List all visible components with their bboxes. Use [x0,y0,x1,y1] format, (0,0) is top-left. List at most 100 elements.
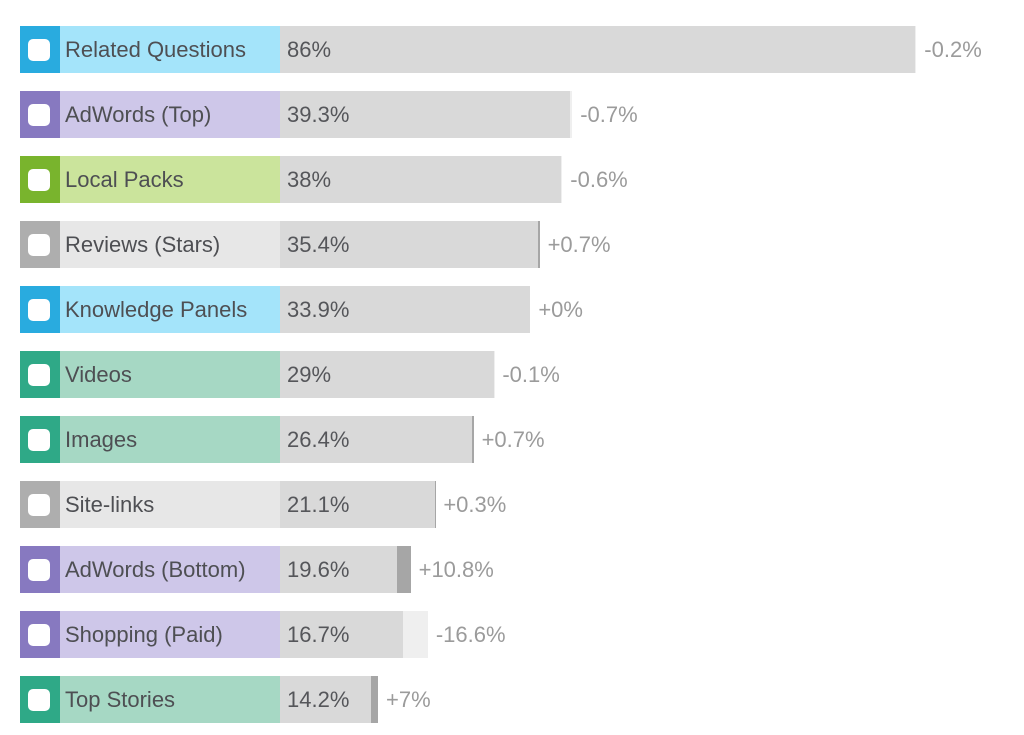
feature-label-cell[interactable]: AdWords (Top) [60,91,280,138]
feature-checkbox-holder [20,416,60,463]
loss-segment [403,611,428,658]
feature-checkbox[interactable] [28,623,50,646]
share-bar: 19.6% [280,546,397,593]
feature-label: Top Stories [65,686,176,712]
share-bar: 38% [280,156,561,203]
feature-label-cell[interactable]: Reviews (Stars) [60,221,280,268]
share-bar-area: 16.7% -16.6% [280,611,1004,658]
feature-row: Top Stories 14.2% +7% [20,676,1004,723]
change-value: -0.7% [580,101,638,127]
feature-checkbox[interactable] [28,233,50,256]
feature-label: Knowledge Panels [65,296,248,322]
feature-label-cell[interactable]: Top Stories [60,676,280,723]
feature-checkbox-holder [20,546,60,593]
feature-row: Images 26.4% +0.7% [20,416,1004,463]
feature-row: Videos 29% -0.1% [20,351,1004,398]
share-value: 26.4% [287,426,350,452]
feature-checkbox-holder [20,221,60,268]
share-value: 39.3% [287,101,350,127]
share-bar: 14.2% [280,676,372,723]
feature-checkbox-holder [20,91,60,138]
feature-row: AdWords (Top) 39.3% -0.7% [20,91,1004,138]
change-value: +7% [385,686,431,712]
change-value: +0.7% [547,231,611,257]
feature-label-cell[interactable]: Shopping (Paid) [60,611,280,658]
change-value: -0.6% [570,166,628,192]
feature-label: AdWords (Top) [65,101,212,127]
share-bar: 35.4% [280,221,538,268]
feature-row: Local Packs 38% -0.6% [20,156,1004,203]
share-bar: 16.7% [280,611,404,658]
feature-label-cell[interactable]: Images [60,416,280,463]
feature-checkbox[interactable] [28,493,50,516]
share-value: 33.9% [287,296,350,322]
share-value: 14.2% [287,686,350,712]
loss-segment [560,156,563,203]
change-value: +0% [538,296,583,322]
gain-segment [472,416,474,463]
share-value: 16.7% [287,621,350,647]
change-value: -16.6% [435,621,506,647]
share-bar-area: 29% -0.1% [280,351,1004,398]
share-bar-area: 86% -0.2% [280,26,1004,73]
feature-label: Shopping (Paid) [65,621,223,647]
feature-checkbox-holder [20,611,60,658]
feature-checkbox-holder [20,481,60,528]
feature-checkbox-holder [20,286,60,333]
change-value: -0.2% [924,36,982,62]
share-value: 19.6% [287,556,350,582]
share-bar-area: 35.4% +0.7% [280,221,1004,268]
feature-checkbox[interactable] [28,298,50,321]
gain-segment [371,676,378,723]
feature-row: AdWords (Bottom) 19.6% +10.8% [20,546,1004,593]
feature-checkbox[interactable] [28,363,50,386]
feature-label-cell[interactable]: Site-links [60,481,280,528]
share-bar-area: 38% -0.6% [280,156,1004,203]
feature-checkbox[interactable] [28,168,50,191]
change-value: +10.8% [418,556,494,582]
feature-label: Related Questions [65,36,246,62]
share-bar-area: 21.1% +0.3% [280,481,1004,528]
share-bar: 33.9% [280,286,531,333]
feature-row: Related Questions 86% -0.2% [20,26,1004,73]
feature-checkbox[interactable] [28,38,50,61]
change-value: +0.7% [481,426,545,452]
gain-segment [537,221,540,268]
feature-checkbox[interactable] [28,103,50,126]
feature-checkbox[interactable] [28,428,50,451]
feature-row: Knowledge Panels 33.9% +0% [20,286,1004,333]
feature-label-cell[interactable]: AdWords (Bottom) [60,546,280,593]
loss-segment [915,26,917,73]
serp-features-bar-chart: Related Questions 86% -0.2% AdWords (Top) 39… [20,26,1004,723]
share-bar-area: 33.9% +0% [280,286,1004,333]
feature-row: Shopping (Paid) 16.7% -16.6% [20,611,1004,658]
share-bar: 21.1% [280,481,435,528]
change-value: +0.3% [443,491,507,517]
feature-checkbox[interactable] [28,688,50,711]
share-bar: 39.3% [280,91,571,138]
loss-segment [570,91,573,138]
feature-label-cell[interactable]: Knowledge Panels [60,286,280,333]
feature-checkbox-holder [20,26,60,73]
share-value: 21.1% [287,491,350,517]
feature-label: Videos [65,361,132,387]
share-bar: 86% [280,26,916,73]
feature-checkbox-holder [20,156,60,203]
share-value: 38% [287,166,332,192]
share-bar-area: 26.4% +0.7% [280,416,1004,463]
share-value: 86% [287,36,332,62]
feature-label-cell[interactable]: Videos [60,351,280,398]
change-value: -0.1% [502,361,560,387]
share-bar-area: 39.3% -0.7% [280,91,1004,138]
feature-checkbox[interactable] [28,558,50,581]
share-value: 29% [287,361,332,387]
feature-label: Local Packs [65,166,184,192]
feature-label-cell[interactable]: Related Questions [60,26,280,73]
share-value: 35.4% [287,231,350,257]
feature-label: Images [65,426,138,452]
share-bar-area: 19.6% +10.8% [280,546,1004,593]
feature-label-cell[interactable]: Local Packs [60,156,280,203]
share-bar-area: 14.2% +7% [280,676,1004,723]
gain-segment [396,546,411,593]
share-bar: 29% [280,351,495,398]
